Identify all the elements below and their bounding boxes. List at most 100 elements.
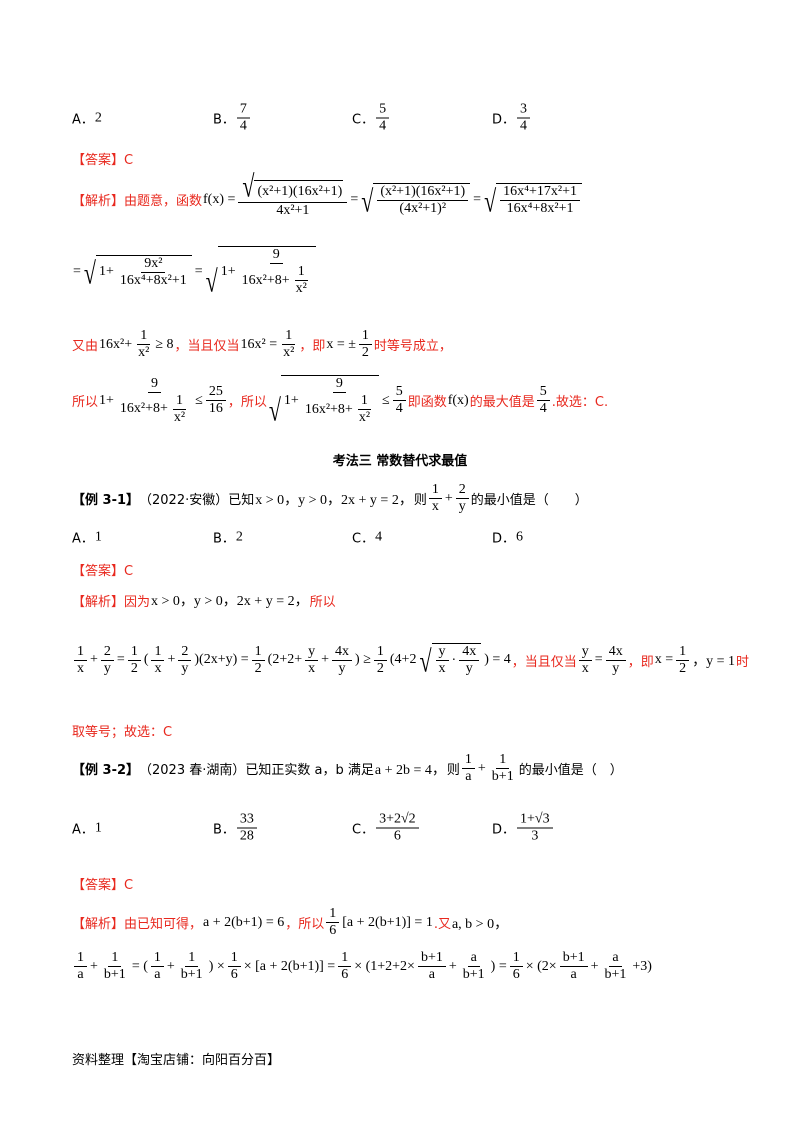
math-text: 28 <box>239 828 254 844</box>
math-text: 1 <box>140 328 148 343</box>
math-text: 6 <box>393 828 401 844</box>
solution-text: 即函数 <box>407 395 447 410</box>
math-text: 1 <box>94 529 102 544</box>
math-text: )(2x+y) = <box>194 652 249 667</box>
math-text: 1 <box>154 643 162 659</box>
numerator: 1 <box>338 950 352 967</box>
option-label: B． <box>213 531 235 547</box>
numerator: 1 <box>509 950 523 967</box>
fraction: (x²+1)(16x²+1) (4x²+1)² <box>377 184 469 217</box>
math-text: 16x² = <box>240 336 278 352</box>
math-text: + <box>477 760 486 776</box>
option-d: D． 3 4 <box>492 102 532 135</box>
denominator: 16x²+8+ 1 x² <box>302 393 377 426</box>
option-label: C． <box>352 531 375 547</box>
numerator: 1 <box>173 393 187 410</box>
solution-text: 【答案】C <box>72 153 134 168</box>
math-text: × (1+2+2× <box>354 958 415 974</box>
option-a: A． 1 <box>72 528 103 547</box>
math-text: = <box>350 191 359 207</box>
numerator: 4x <box>605 644 626 661</box>
option-label: D． <box>492 822 516 838</box>
solution-text: 又由 <box>72 339 99 354</box>
numerator: 9 <box>332 376 346 393</box>
denominator: 6 <box>326 923 339 939</box>
solution-3-1-line-1: 【解析】因为 x > 0，y > 0，2x + y = 2， 所以 <box>72 590 336 610</box>
denominator: 16x⁴+8x²+1 <box>117 273 190 289</box>
math-text: (4x²+1)² <box>399 200 447 216</box>
math-text: ≤ <box>382 392 390 408</box>
solution-text: ，即 <box>299 339 326 354</box>
denominator: a <box>74 967 86 983</box>
radicand: 1+ 9x² 16x⁴+8x²+1 <box>95 254 192 289</box>
denominator: y <box>336 661 349 677</box>
numerator: 1 <box>428 482 442 499</box>
numerator: 1 <box>294 264 308 281</box>
math-text: 16x²+8+ <box>304 401 353 417</box>
solution-text: ，当且仅当 <box>174 339 240 354</box>
denominator: 4 <box>393 401 406 417</box>
section-title: 考法三 常数替代求最值 <box>332 454 468 469</box>
numerator: 1 <box>496 752 510 769</box>
math-text: (2+2+ <box>267 652 303 667</box>
numerator: 1 <box>185 950 199 967</box>
denominator: 16 <box>206 401 226 417</box>
math-text: +3) <box>632 958 652 974</box>
math-text: + <box>90 958 98 974</box>
math-text: a, b > 0， <box>451 916 509 932</box>
solution-text: .又 <box>433 917 451 932</box>
fraction: 9 16x²+8+ 1 x² <box>239 247 314 297</box>
numerator: (x²+1)(16x²+1) <box>377 184 469 201</box>
numerator: 16x⁴+17x²+1 <box>500 184 581 201</box>
denominator: y <box>463 661 476 677</box>
math-text: 16 <box>208 401 223 416</box>
fraction: 1 x² <box>135 328 152 361</box>
question-text: 的最小值是（ ） <box>470 493 588 508</box>
math-text: a + 2b = 4， <box>374 762 446 778</box>
math-text: 1+ <box>283 393 299 408</box>
math-text: 16x⁴+8x²+1 <box>119 272 187 288</box>
math-text: 1 <box>376 643 384 659</box>
radicand: y x · 4x y <box>431 643 482 677</box>
math-text: x² <box>295 281 307 296</box>
radical-sign: √ <box>242 168 255 204</box>
fraction: 4x y <box>459 644 480 677</box>
numerator: 1 <box>357 393 371 410</box>
numerator: 1 <box>137 328 151 345</box>
solution-text: 时等号成立， <box>373 339 452 354</box>
numerator: 1 <box>358 328 372 345</box>
option-label: B． <box>213 112 235 128</box>
fraction: 1 b+1 <box>489 752 517 785</box>
math-text: 4x <box>335 643 350 659</box>
numerator: 9 <box>148 376 162 393</box>
solution-text: 【答案】C <box>72 878 134 893</box>
answer-1: 【答案】C <box>72 149 133 168</box>
math-text: f(x) <box>447 392 469 408</box>
radical-sign: √ <box>361 182 374 218</box>
numerator: 25 <box>205 384 226 401</box>
denominator: 2 <box>128 661 141 677</box>
math-text: 2 <box>103 643 111 659</box>
fraction: a b+1 <box>460 950 488 983</box>
math-text: + <box>90 652 98 667</box>
square-root: √ y x · 4x y <box>419 643 482 677</box>
solution-1-line-2: = √ 1+ 9x² 16x⁴+8x²+1 = √ 1+ 9 16x²+8+ 1 x² <box>72 246 318 297</box>
fraction: 1 b+1 <box>101 950 129 983</box>
denominator: b+1 <box>489 769 517 785</box>
math-text: 33 <box>239 811 254 827</box>
denominator: 2 <box>252 661 265 677</box>
denominator: x² <box>135 345 152 361</box>
solution-text: ，所以 <box>227 395 267 410</box>
option-label: A． <box>72 822 94 838</box>
numerator: 7 <box>236 102 250 119</box>
math-text: + <box>444 490 453 506</box>
denominator: (4x²+1)² <box>396 201 449 217</box>
numerator: b+1 <box>559 950 588 967</box>
fraction: 1 b+1 <box>178 950 206 983</box>
